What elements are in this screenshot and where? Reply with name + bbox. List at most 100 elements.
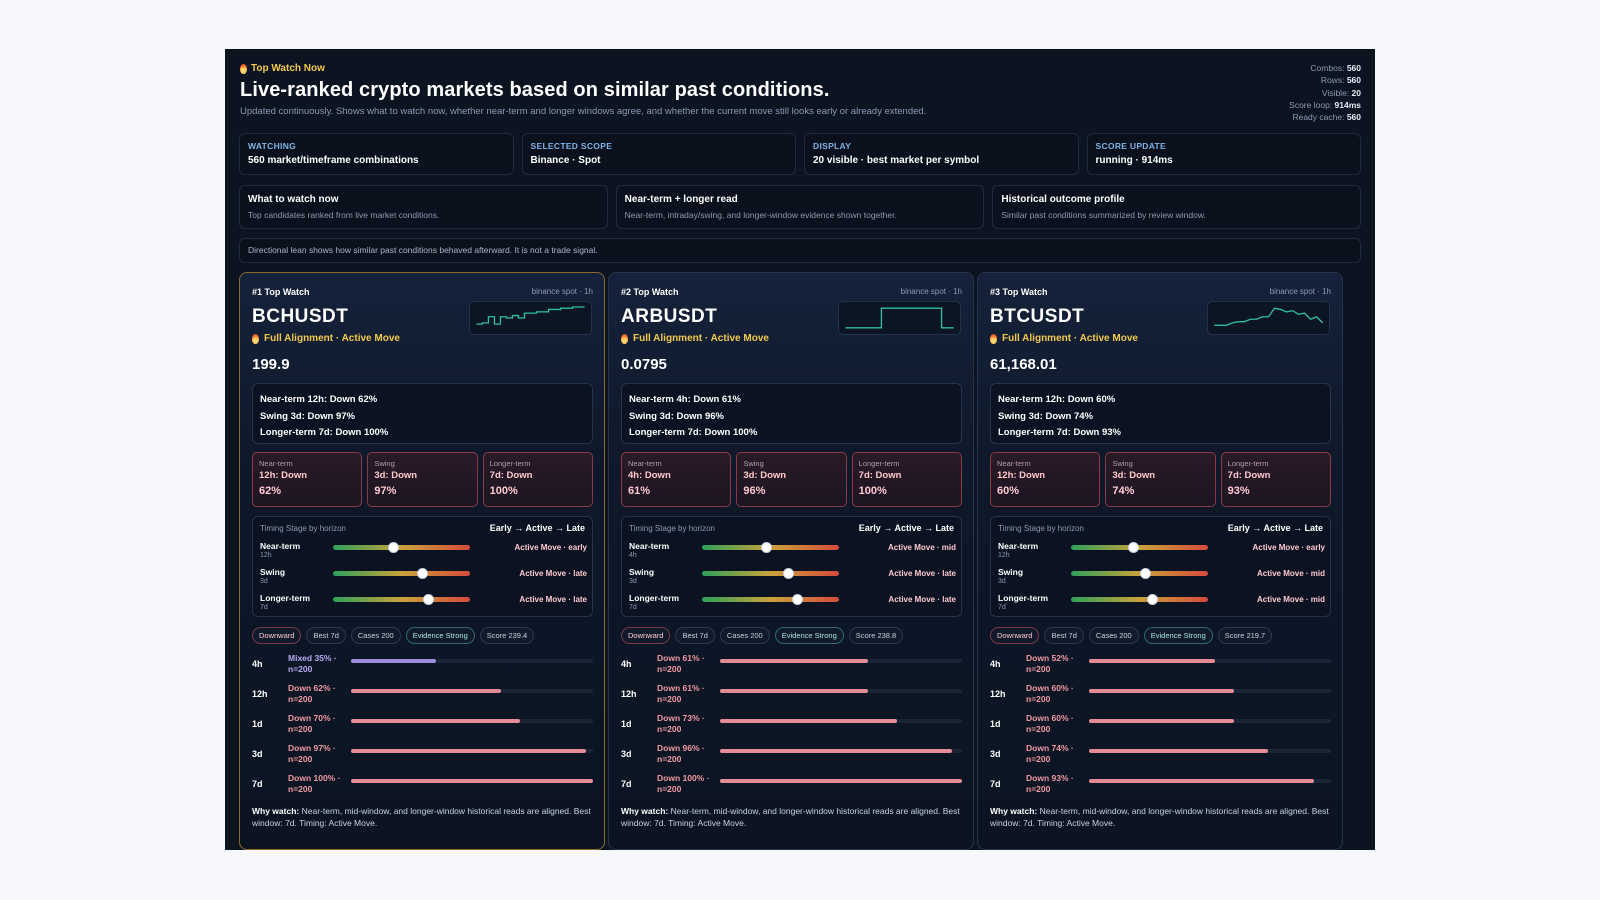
card-source: binance spot · 1h <box>1269 287 1331 296</box>
watch-card-bchusdt[interactable]: #1 Top Watch binance spot · 1h BCHUSDT F… <box>239 272 605 850</box>
window-bar-track <box>351 749 593 753</box>
chip-best-window: Best 7d <box>675 627 715 644</box>
card-price: 199.9 <box>252 356 290 373</box>
timing-knob <box>1146 594 1158 605</box>
horizon-swing: Swing 3d: Down 97% <box>260 410 356 422</box>
window-sample-size: n=200 <box>288 754 313 764</box>
timing-sub: 12h <box>998 552 1010 559</box>
window-outcome-text: Down 61% · <box>657 683 705 693</box>
outcome-row-7d: 7d Down 100% · n=200 <box>621 773 962 803</box>
outcome-row-3d: 3d Down 74% · n=200 <box>990 743 1331 773</box>
window-outcome-text: Down 96% · <box>657 743 705 753</box>
outcome-row-7d: 7d Down 100% · n=200 <box>252 773 593 803</box>
window-outcome-text: Down 100% · <box>657 773 710 783</box>
window-bar-fill <box>1089 689 1235 693</box>
window-label: 3d <box>621 749 632 759</box>
why-text: Near-term, mid-window, and longer-window… <box>990 806 1329 828</box>
alignment-label: Full Alignment · Active Move <box>633 333 769 344</box>
timing-stage: Active Move · mid <box>1256 569 1325 578</box>
tile-longer-term: Longer-term 7d: Down 100% <box>851 452 962 507</box>
sparkline-path <box>845 307 954 329</box>
window-outcome: Down 100% · n=200 <box>288 773 354 795</box>
horizon-longer: Longer-term 7d: Down 93% <box>998 427 1121 438</box>
window-sample-size: n=200 <box>657 754 682 764</box>
horizon-longer: Longer-term 7d: Down 100% <box>629 427 758 438</box>
timing-knob <box>761 542 773 553</box>
sparkline <box>838 301 961 335</box>
flame-icon <box>621 333 628 344</box>
horizon-swing: Swing 3d: Down 74% <box>998 410 1094 422</box>
why-label: Why watch: <box>621 806 669 816</box>
horizon-summary: Near-term 4h: Down 61% Swing 3d: Down 96… <box>621 383 962 444</box>
card-source: binance spot · 1h <box>900 287 962 296</box>
card-symbol[interactable]: BCHUSDT <box>252 306 349 327</box>
window-sample-size: n=200 <box>288 724 313 734</box>
window-outcome-text: Down 52% · <box>1026 653 1074 663</box>
alignment-label: Full Alignment · Active Move <box>264 333 400 344</box>
page-header: Top Watch Now Live-ranked crypto markets… <box>240 63 1360 127</box>
watch-card-arbusdt[interactable]: #2 Top Watch binance spot · 1h ARBUSDT F… <box>608 272 974 850</box>
window-outcome-text: Down 100% · <box>288 773 341 783</box>
watch-card-btcusdt[interactable]: #3 Top Watch binance spot · 1h BTCUSDT F… <box>977 272 1343 850</box>
window-outcome-text: Down 74% · <box>1026 743 1074 753</box>
window-bar-track <box>351 659 593 663</box>
chip-direction: Downward <box>990 627 1040 644</box>
window-outcome: Down 61% · n=200 <box>657 653 723 675</box>
tile-longer-term: Longer-term 7d: Down 100% <box>482 452 593 507</box>
card-rank: #3 Top Watch <box>990 287 1048 297</box>
window-bar-track <box>1089 779 1331 783</box>
timing-track <box>702 568 839 579</box>
window-sample-size: n=200 <box>1026 754 1051 764</box>
tile-swing: Swing 3d: Down 97% <box>367 452 478 507</box>
disclaimer-note: Directional lean shows how similar past … <box>239 238 1361 263</box>
window-bar-fill <box>351 749 586 753</box>
card-header: #1 Top Watch binance spot · 1h <box>252 287 593 297</box>
chip-score: Score 239.4 <box>479 627 535 644</box>
window-bar-fill <box>351 659 436 663</box>
window-bar-fill <box>1089 749 1269 753</box>
window-bar-track <box>720 659 962 663</box>
tile-percent: 60% <box>997 485 1020 497</box>
outcome-row-4h: 4h Mixed 35% · n=200 <box>252 653 593 683</box>
window-bar-track <box>351 719 593 723</box>
outcome-row-4h: 4h Down 52% · n=200 <box>990 653 1331 683</box>
tile-label: Swing <box>1112 459 1133 468</box>
window-outcome: Down 52% · n=200 <box>1026 653 1092 675</box>
kpi-selected-scope[interactable]: SELECTED SCOPE Binance · Spot <box>521 133 796 175</box>
window-outcome-text: Mixed 35% · <box>288 653 337 663</box>
tile-near-term: Near-term 12h: Down 62% <box>252 452 363 507</box>
card-source: binance spot · 1h <box>531 287 593 296</box>
timing-stage: Active Move · early <box>514 543 587 552</box>
tile-longer-term: Longer-term 7d: Down 93% <box>1220 452 1331 507</box>
tile-window: 7d: Down <box>1227 470 1271 481</box>
window-label: 7d <box>252 779 263 789</box>
timing-track <box>333 568 470 579</box>
tile-percent: 97% <box>374 485 397 497</box>
window-bar-track <box>1089 659 1331 663</box>
stat-ready-cache: Ready cache: 560 <box>1292 112 1361 123</box>
timing-row-longer-term: Longer-term 7d Active Move · late <box>260 593 587 615</box>
outcome-row-4h: 4h Down 61% · n=200 <box>621 653 962 683</box>
window-label: 3d <box>252 749 263 759</box>
chip-best-window: Best 7d <box>306 627 346 644</box>
window-outcome-text: Down 97% · <box>288 743 336 753</box>
tile-percent: 74% <box>1112 485 1135 497</box>
timing-row-near-term: Near-term 12h Active Move · early <box>260 541 587 563</box>
window-sample-size: n=200 <box>657 784 682 794</box>
timing-track <box>333 542 470 553</box>
horizon-summary: Near-term 12h: Down 62% Swing 3d: Down 9… <box>252 383 593 444</box>
window-outcome-text: Down 60% · <box>1026 683 1074 693</box>
timing-sub: 7d <box>998 604 1006 611</box>
outcome-row-12h: 12h Down 62% · n=200 <box>252 683 593 713</box>
horizon-tiles: Near-term 12h: Down 62% Swing 3d: Down 9… <box>252 452 593 507</box>
kpi-label: DISPLAY <box>813 141 852 151</box>
stat-combos: Combos: 560 <box>1310 63 1361 73</box>
timing-stage: Active Move · mid <box>1256 595 1325 604</box>
card-symbol[interactable]: ARBUSDT <box>621 306 718 327</box>
kpi-display[interactable]: DISPLAY 20 visible · best market per sym… <box>804 133 1079 175</box>
window-label: 1d <box>990 719 1001 729</box>
outcome-windows: 4h Mixed 35% · n=200 12h Down 62% · n=200 1d Do… <box>252 653 593 803</box>
card-symbol[interactable]: BTCUSDT <box>990 306 1085 327</box>
feature-row: What to watch now Top candidates ranked … <box>239 185 1362 229</box>
timing-track <box>1071 568 1208 579</box>
